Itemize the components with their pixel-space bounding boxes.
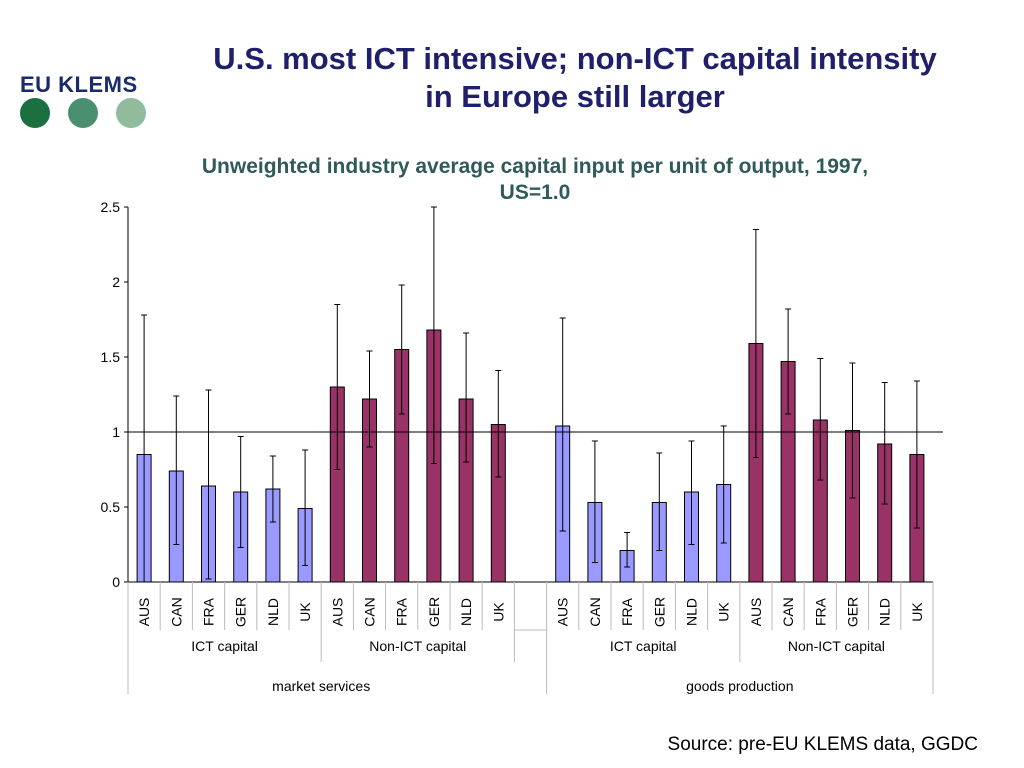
x-category-label: UK: [716, 602, 732, 622]
x-category-label: GER: [845, 597, 861, 627]
y-tick-label: 2: [112, 274, 120, 290]
y-tick-label: 2.5: [101, 199, 121, 215]
x-category-label: CAN: [780, 597, 796, 627]
x-category-label: GER: [233, 597, 249, 627]
x-category-label: NLD: [877, 598, 893, 626]
logo-dots: [20, 98, 150, 132]
group-label: ICT capital: [610, 638, 677, 654]
chart-title: Unweighted industry average capital inpu…: [120, 154, 950, 206]
x-category-label: NLD: [458, 598, 474, 626]
x-category-label: FRA: [619, 597, 635, 626]
y-tick-label: 1: [112, 424, 120, 440]
logo-dot-medium: [68, 98, 98, 128]
x-category-label: FRA: [812, 597, 828, 626]
x-category-label: UK: [909, 602, 925, 622]
slide-title: U.S. most ICT intensive; non-ICT capital…: [170, 40, 980, 116]
logo-dot-light: [116, 98, 146, 128]
x-category-label: CAN: [587, 597, 603, 627]
group-label: ICT capital: [191, 638, 258, 654]
x-category-label: CAN: [362, 597, 378, 627]
x-category-label: GER: [651, 597, 667, 627]
x-category-label: FRA: [201, 597, 217, 626]
x-category-label: UK: [490, 602, 506, 622]
logo-text: EU KLEMS: [20, 72, 138, 97]
sector-label: goods production: [686, 678, 793, 694]
slide-title-line2: in Europe still larger: [425, 79, 725, 114]
group-label: Non-ICT capital: [369, 638, 466, 654]
x-category-label: FRA: [394, 597, 410, 626]
slide-title-line1: U.S. most ICT intensive; non-ICT capital…: [213, 41, 937, 76]
chart-title-line1: Unweighted industry average capital inpu…: [201, 155, 869, 178]
x-category-label: AUS: [329, 598, 345, 627]
x-category-label: UK: [297, 602, 313, 622]
x-category-label: NLD: [265, 598, 281, 626]
eu-klems-logo: EU KLEMS: [20, 72, 150, 132]
source-note: Source: pre-EU KLEMS data, GGDC: [667, 734, 978, 755]
logo-dot-dark: [20, 98, 50, 128]
group-label: Non-ICT capital: [788, 638, 885, 654]
x-category-label: NLD: [684, 598, 700, 626]
x-category-label: AUS: [555, 598, 571, 627]
sector-label: market services: [272, 678, 370, 694]
x-category-label: CAN: [168, 597, 184, 627]
x-category-label: GER: [426, 597, 442, 627]
y-tick-label: 0: [112, 574, 120, 590]
y-tick-label: 1.5: [101, 349, 121, 365]
x-category-label: AUS: [748, 598, 764, 627]
chart-title-line2: US=1.0: [499, 181, 571, 204]
x-category-label: AUS: [136, 598, 152, 627]
y-tick-label: 0.5: [101, 499, 121, 515]
